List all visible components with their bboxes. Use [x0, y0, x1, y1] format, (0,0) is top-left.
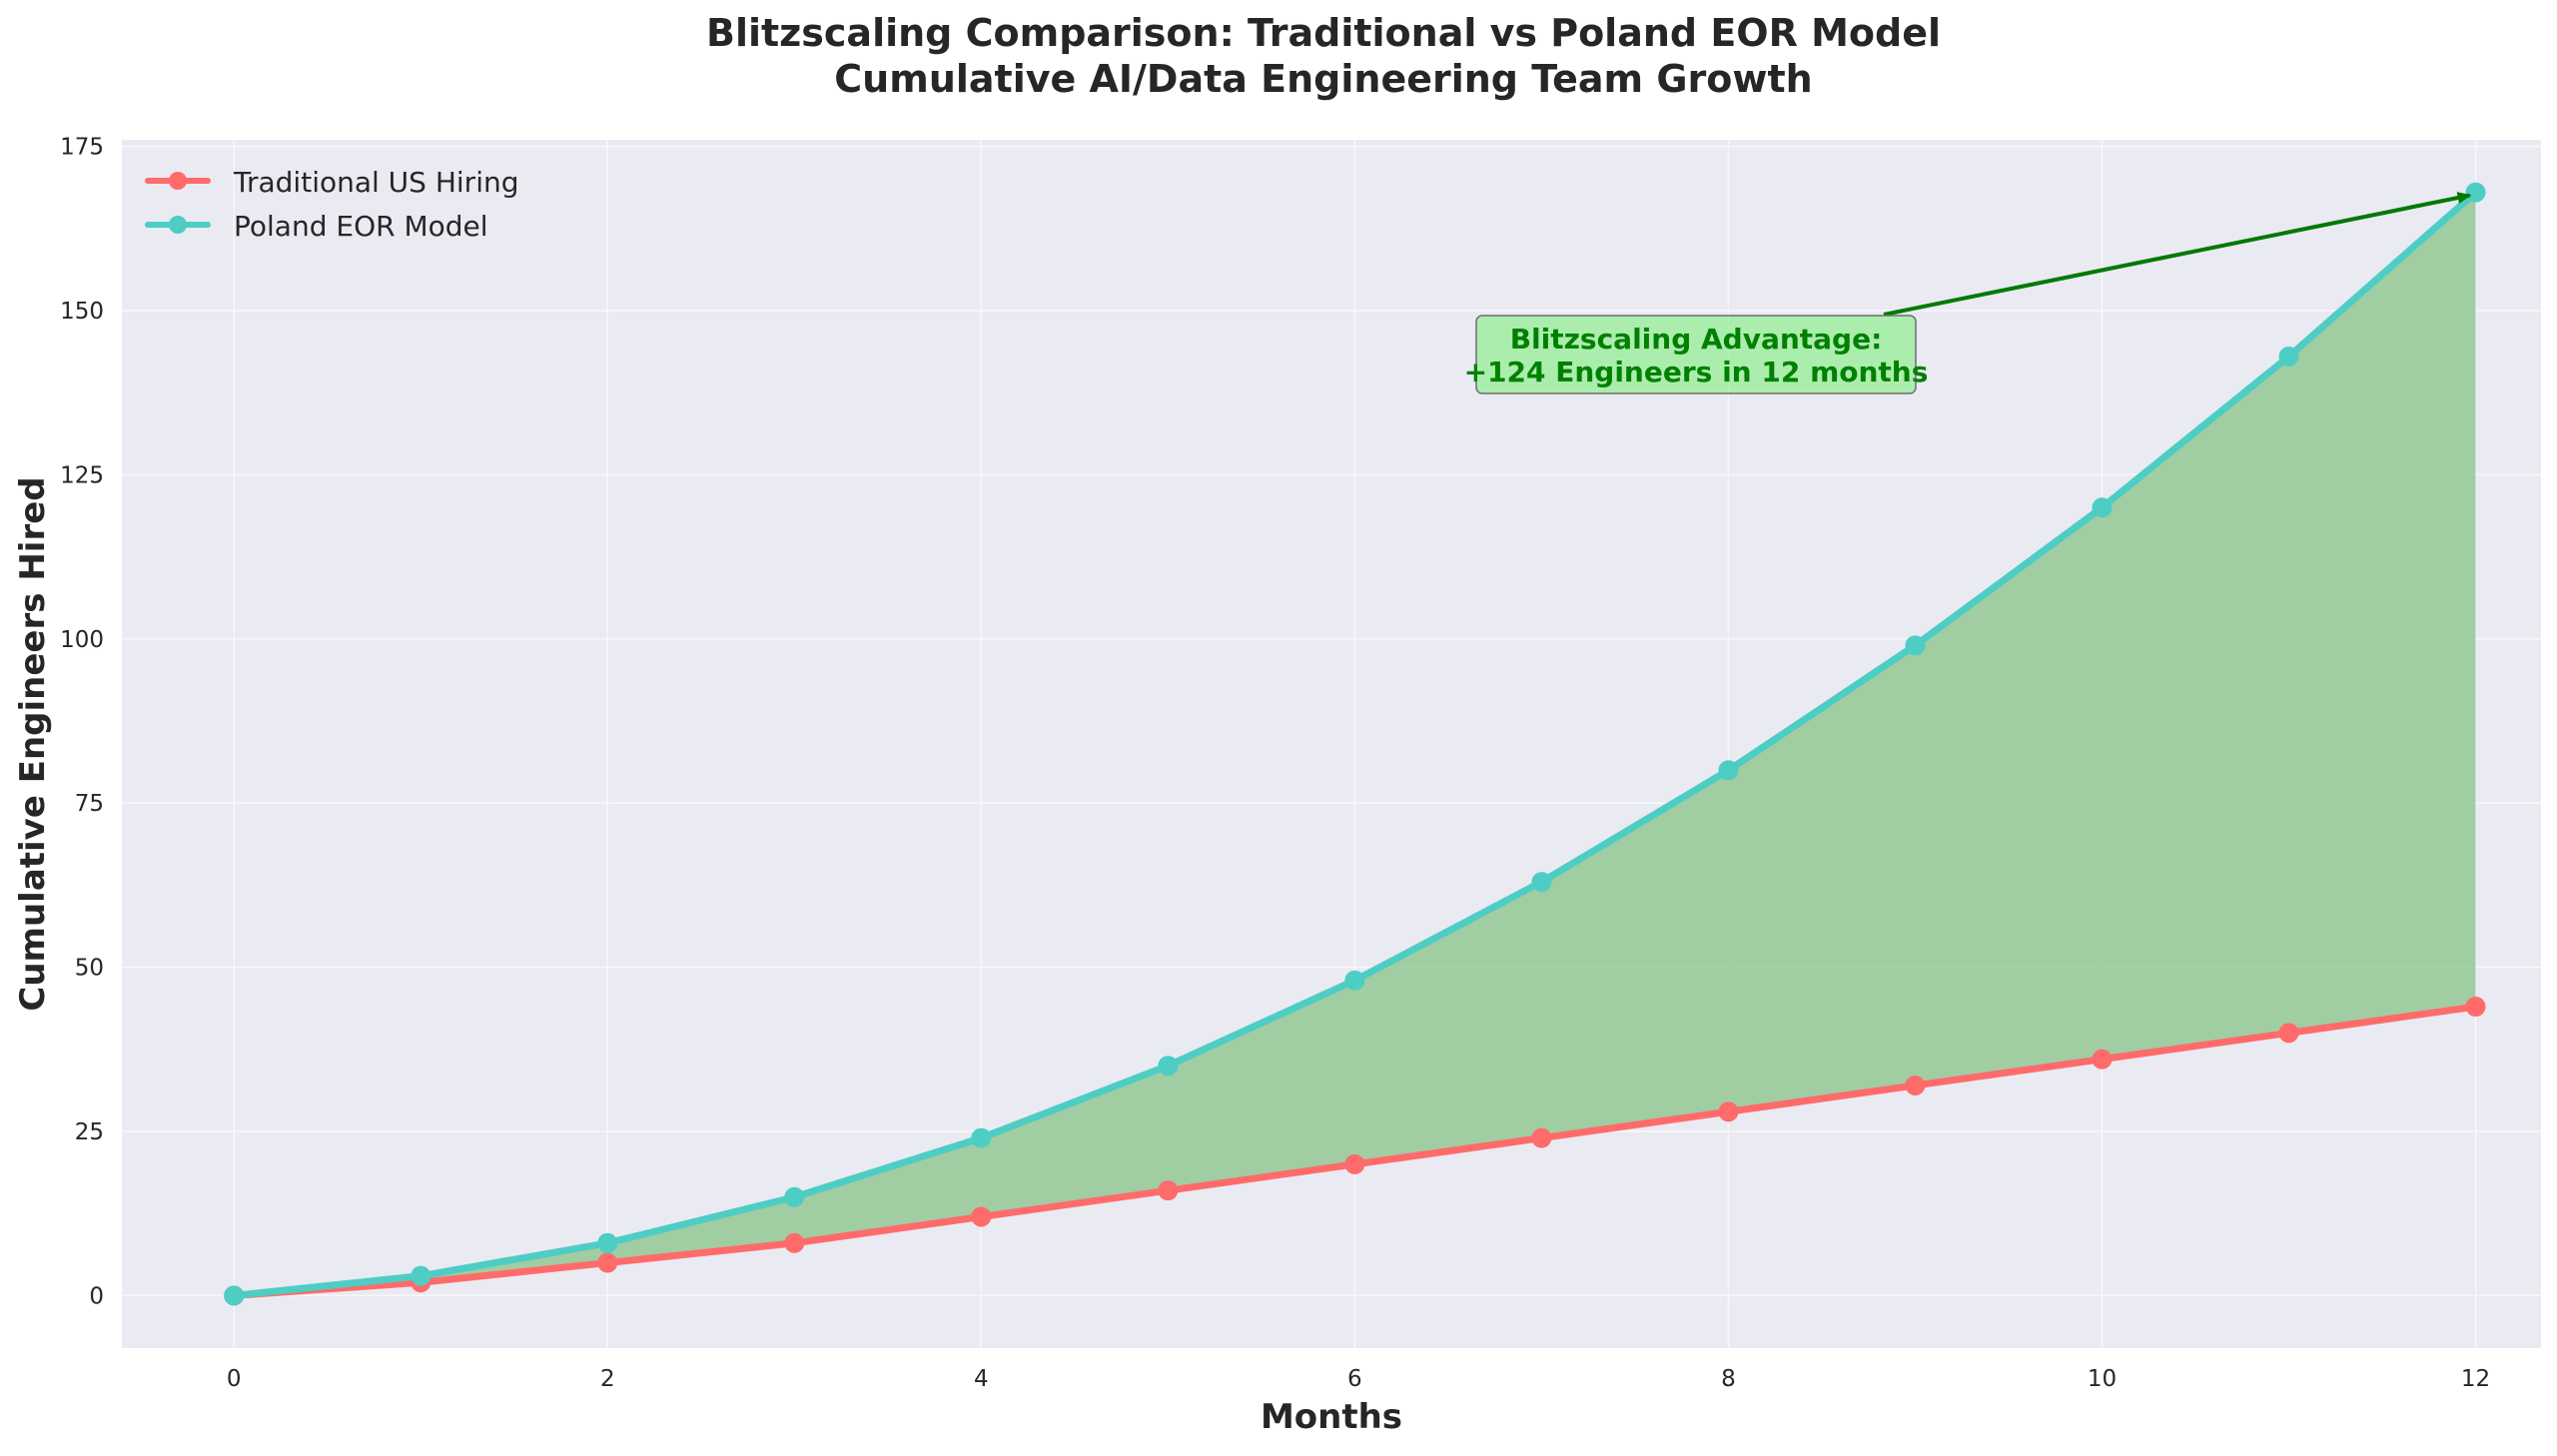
y-tick-label: 0: [89, 1283, 104, 1309]
series-point-1: [784, 1186, 805, 1207]
y-tick-label: 125: [60, 462, 104, 488]
legend-label-traditional: Traditional US Hiring: [233, 166, 519, 199]
x-tick-label: 6: [1347, 1366, 1362, 1392]
x-axis-label: Months: [1261, 1397, 1402, 1437]
series-point-1: [224, 1285, 245, 1306]
series-point-1: [1718, 760, 1739, 781]
y-tick-label: 150: [60, 299, 104, 325]
annotation-line-2: +124 Engineers in 12 months: [1464, 356, 1929, 388]
series-point-0: [784, 1232, 805, 1253]
series-point-1: [1344, 970, 1365, 991]
x-tick-label: 12: [2461, 1366, 2490, 1392]
x-tick-label: 10: [2088, 1366, 2117, 1392]
y-tick-label: 50: [75, 956, 104, 982]
series-point-1: [1905, 635, 1926, 656]
y-tick-label: 25: [75, 1119, 104, 1145]
series-point-0: [1531, 1127, 1552, 1148]
series-point-0: [1158, 1180, 1179, 1201]
series-points-layer: [224, 182, 2486, 1306]
series-point-0: [1344, 1153, 1365, 1174]
y-tick-label: 100: [60, 627, 104, 653]
series-point-0: [2092, 1049, 2113, 1070]
series-point-0: [597, 1252, 618, 1273]
series-point-1: [1158, 1056, 1179, 1077]
chart-title: Blitzscaling Comparison: Traditional vs …: [706, 11, 1941, 55]
series-point-1: [971, 1127, 992, 1148]
x-tick-labels: 0 2 4 6 8 10 12: [227, 1366, 2490, 1392]
x-tick-label: 0: [227, 1366, 242, 1392]
annotation: Blitzscaling Advantage: +124 Engineers i…: [1464, 192, 2472, 394]
series-point-0: [971, 1206, 992, 1227]
y-tick-labels: 0 25 50 75 100 125 150 175: [60, 135, 104, 1310]
series-point-0: [1718, 1101, 1739, 1122]
series-point-1: [597, 1232, 618, 1253]
series-point-1: [2465, 182, 2486, 203]
series-point-0: [2465, 997, 2486, 1018]
annotation-arrow: [1883, 192, 2472, 317]
x-tick-label: 4: [974, 1366, 989, 1392]
legend-marker-traditional: [169, 172, 187, 190]
y-tick-label: 75: [75, 791, 104, 817]
y-tick-label: 175: [60, 135, 104, 161]
chart-subtitle: Cumulative AI/Data Engineering Team Grow…: [834, 57, 1812, 101]
fill-between-layer: [234, 192, 2476, 1296]
series-point-0: [2278, 1023, 2299, 1044]
series-point-1: [2278, 347, 2299, 367]
annotation-line-1: Blitzscaling Advantage:: [1510, 323, 1883, 356]
legend: Traditional US Hiring Poland EOR Model: [145, 166, 519, 243]
series-point-1: [1531, 872, 1552, 893]
annotation-box: [1475, 315, 1917, 394]
series-point-1: [411, 1265, 431, 1286]
legend-marker-poland: [169, 216, 187, 234]
series-point-1: [2092, 497, 2113, 518]
legend-label-poland: Poland EOR Model: [234, 210, 488, 243]
x-tick-label: 8: [1721, 1366, 1736, 1392]
fill-between-area: [234, 192, 2476, 1296]
y-axis-label: Cumulative Engineers Hired: [13, 476, 53, 1011]
x-tick-label: 2: [600, 1366, 615, 1392]
series-point-0: [1905, 1075, 1926, 1095]
